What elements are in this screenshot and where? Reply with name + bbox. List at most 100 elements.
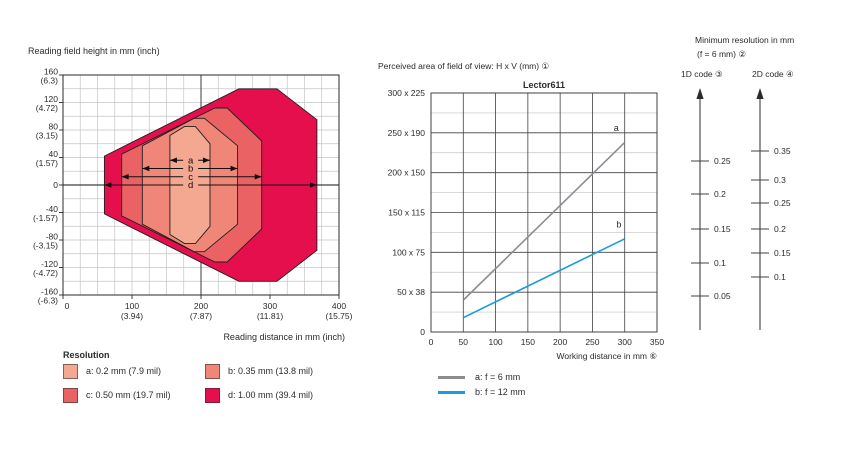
series-b-label: b [616, 220, 621, 230]
svg-text:150 x 115: 150 x 115 [388, 208, 425, 218]
min-resolution-subtitle: (f = 6 mm) ② [697, 49, 746, 59]
svg-text:-40: -40 [46, 204, 59, 214]
legend-label-c: c: 0.50 mm (19.7 mil) [86, 390, 171, 400]
series-b-line [462, 238, 626, 319]
fov-legend-item-b: b: f = 12 mm [438, 386, 525, 398]
svg-text:b: b [188, 164, 193, 175]
svg-text:(7.87): (7.87) [190, 311, 212, 321]
svg-text:0.2: 0.2 [714, 189, 726, 199]
line-swatch-a [438, 375, 465, 379]
svg-text:200: 200 [194, 301, 208, 311]
svg-text:100: 100 [488, 337, 502, 347]
svg-text:300: 300 [618, 337, 632, 347]
svg-text:(15.75): (15.75) [326, 311, 353, 321]
svg-text:(11.81): (11.81) [257, 311, 283, 321]
svg-text:(1.57): (1.57) [36, 158, 58, 168]
svg-text:250 x 190: 250 x 190 [388, 128, 426, 138]
fov-grid [431, 93, 657, 332]
scale-label-2d: 2D code ④ [752, 69, 794, 79]
legend-item-c: c: 0.50 mm (19.7 mil) [63, 388, 205, 403]
legend-item-d: d: 1.00 mm (39.4 mil) [205, 388, 313, 403]
working-distance-axis-title: Working distance in mm ⑥ [556, 351, 657, 361]
reading-distance-axis-title: Reading distance in mm (inch) [223, 332, 345, 342]
svg-text:80: 80 [49, 122, 59, 132]
svg-text:160: 160 [44, 67, 58, 77]
svg-text:0.25: 0.25 [714, 156, 731, 166]
legend-label-b: b: 0.35 mm (13.8 mil) [228, 366, 314, 376]
resolution-legend: a: 0.2 mm (7.9 mil) b: 0.35 mm (13.8 mil… [63, 364, 313, 403]
svg-text:0: 0 [420, 327, 425, 337]
fov-legend: a: f = 6 mm b: f = 12 mm [438, 371, 525, 401]
svg-text:(3.94): (3.94) [121, 311, 143, 321]
svg-text:c: c [188, 172, 193, 183]
svg-text:40: 40 [49, 149, 59, 159]
svg-text:0.15: 0.15 [774, 248, 791, 258]
fov-legend-item-a: a: f = 6 mm [438, 371, 525, 383]
svg-text:0.1: 0.1 [774, 272, 786, 282]
scale-arrow-icon [696, 88, 704, 99]
svg-text:100: 100 [125, 301, 139, 311]
svg-text:0.05: 0.05 [714, 291, 731, 301]
svg-text:0: 0 [53, 180, 58, 190]
fov-chart-header: Perceived area of field of view: H x V (… [378, 61, 550, 71]
series-a-line [462, 141, 626, 301]
svg-text:(6.3): (6.3) [41, 76, 59, 86]
svg-text:300: 300 [263, 301, 277, 311]
reading-fields [103, 88, 318, 282]
svg-text:-120: -120 [41, 259, 58, 269]
series-a-label: a [614, 123, 619, 133]
svg-text:-160: -160 [41, 287, 58, 297]
svg-text:100 x 75: 100 x 75 [392, 247, 425, 257]
svg-text:0.3: 0.3 [774, 175, 786, 185]
svg-text:50 x 38: 50 x 38 [397, 287, 425, 297]
field-a-polygon [169, 126, 211, 244]
svg-text:0: 0 [65, 301, 70, 311]
min-resolution-title: Minimum resolution in mm [695, 35, 795, 45]
svg-text:0: 0 [429, 337, 434, 347]
swatch-b [205, 364, 220, 379]
fov-series: ab [462, 123, 626, 319]
swatch-c [63, 388, 78, 403]
scale-2d-code: 0.35 0.3 0.25 0.2 0.15 0.1 [751, 88, 791, 330]
svg-text:250: 250 [585, 337, 599, 347]
svg-text:350: 350 [650, 337, 664, 347]
svg-text:300 x 225: 300 x 225 [388, 88, 426, 98]
swatch-a [63, 364, 78, 379]
svg-text:0.1: 0.1 [714, 258, 726, 268]
svg-text:400: 400 [332, 301, 346, 311]
scale-label-1d: 1D code ③ [681, 69, 723, 79]
svg-text:200 x 150: 200 x 150 [388, 168, 426, 178]
legend-label-d: d: 1.00 mm (39.4 mil) [228, 390, 314, 400]
svg-text:0.2: 0.2 [774, 224, 786, 234]
svg-text:50: 50 [459, 337, 469, 347]
svg-text:(-3.15): (-3.15) [33, 241, 58, 251]
legend-item-b: b: 0.35 mm (13.8 mil) [205, 364, 313, 379]
svg-text:a: a [188, 155, 194, 166]
svg-text:(-1.57): (-1.57) [33, 213, 58, 223]
fov-plot: Lector611 300 x 225 250 x 190 200 x 150 150 … [388, 80, 665, 347]
reading-field-title: Reading field height in mm (inch) [28, 46, 160, 56]
svg-text:0.25: 0.25 [774, 198, 791, 208]
svg-text:d: d [188, 180, 193, 191]
svg-text:(-4.72): (-4.72) [33, 268, 58, 278]
scale-arrow-icon [756, 88, 764, 99]
line-swatch-b [438, 390, 465, 394]
legend-item-a: a: 0.2 mm (7.9 mil) [63, 364, 205, 379]
svg-text:150: 150 [521, 337, 535, 347]
svg-text:0.15: 0.15 [714, 224, 731, 234]
fov-legend-label-a: a: f = 6 mm [475, 371, 521, 382]
reading-field-axis-labels: 160(6.3) 120(4.72) 80(3.15) 40(1.57) 0 -40(-1… [33, 67, 353, 322]
svg-text:200: 200 [553, 337, 567, 347]
resolution-legend-title: Resolution [63, 350, 110, 360]
svg-text:(4.72): (4.72) [36, 103, 58, 113]
fov-legend-label-b: b: f = 12 mm [475, 386, 526, 397]
legend-label-a: a: 0.2 mm (7.9 mil) [86, 366, 162, 376]
swatch-d [205, 388, 220, 403]
svg-text:0.35: 0.35 [774, 146, 791, 156]
scale-1d-code: 0.25 0.2 0.15 0.1 0.05 [691, 88, 731, 330]
svg-text:(3.15): (3.15) [36, 131, 58, 141]
svg-text:120: 120 [44, 94, 58, 104]
